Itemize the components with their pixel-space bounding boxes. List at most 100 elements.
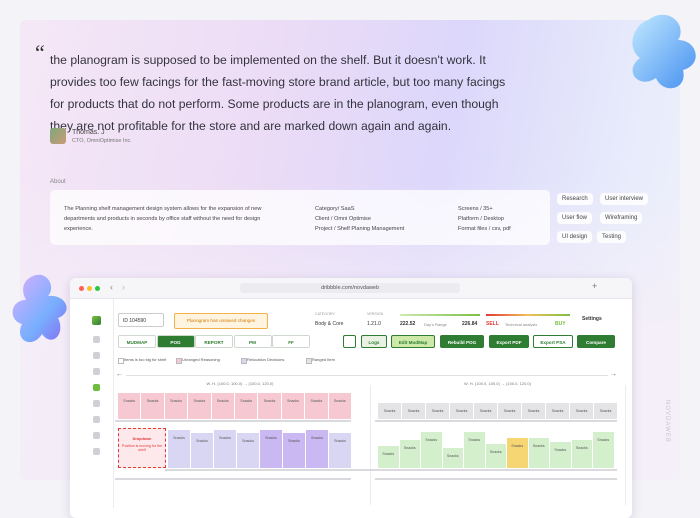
action-button[interactable]: Logs — [361, 335, 387, 348]
analysis-label: Technical analysis — [505, 322, 538, 327]
shelf-item[interactable]: Snacks — [283, 433, 305, 468]
shelf-item[interactable]: Snacks — [464, 432, 485, 468]
action-button[interactable]: Compare — [577, 335, 615, 348]
nav-icon[interactable] — [93, 352, 100, 359]
analysis-bar — [486, 314, 570, 316]
shelf-item[interactable]: Snacks — [188, 393, 211, 419]
window-minimize[interactable] — [87, 286, 92, 291]
shelf-item[interactable]: Snacks — [426, 403, 449, 419]
scroll-arrow[interactable]: → — [610, 371, 617, 378]
nav-icon[interactable] — [93, 432, 100, 439]
shelf-item[interactable]: Snacks — [211, 393, 234, 419]
settings-button[interactable]: Settings — [582, 316, 602, 322]
nav-back[interactable]: ‹ — [110, 282, 113, 292]
tab[interactable]: REPORT — [195, 335, 233, 348]
tag[interactable]: Testing — [597, 231, 627, 243]
shelf-item[interactable]: Snacks — [168, 430, 190, 468]
error-text: Position is moving for the shelf — [121, 444, 163, 452]
scroll-arrow[interactable]: ← — [116, 371, 123, 378]
shelf-item[interactable]: Snacks — [258, 393, 281, 419]
field-label: VERSION — [367, 312, 384, 316]
shelf-item[interactable]: Snacks — [550, 442, 571, 468]
shelf-item[interactable]: Snacks — [191, 433, 213, 468]
shelf-item[interactable]: Snacks — [378, 446, 399, 468]
shelf — [115, 478, 351, 480]
shelf-item[interactable]: Snacks — [214, 430, 236, 468]
shelf-item[interactable]: Snacks — [485, 444, 506, 468]
shelf-item[interactable]: Snacks — [329, 433, 351, 468]
shelf-item[interactable]: Snacks — [522, 403, 545, 419]
shelf-item[interactable]: Snacks — [442, 448, 463, 468]
browser-toolbar: ‹ › dribbble.com/novdaweb + — [70, 278, 632, 299]
tab[interactable]: FF — [272, 335, 310, 348]
action-button[interactable]: Export PSA — [533, 335, 573, 348]
shelf-item[interactable]: Snacks — [546, 403, 569, 419]
shelf-item[interactable]: Snacks — [593, 432, 614, 468]
shelf-item[interactable]: Snacks — [306, 430, 328, 468]
nav-icon[interactable] — [93, 336, 100, 343]
shelf-item[interactable]: Snacks — [260, 430, 282, 468]
action-button[interactable]: Export PDF — [489, 335, 529, 348]
tab[interactable]: PM — [233, 335, 272, 348]
nav-forward[interactable]: › — [122, 282, 125, 292]
section-label: About — [50, 179, 66, 185]
shelf — [375, 478, 617, 480]
dimension-label: W. H. (100.0, 100.0) → (100.0, 120.0) — [464, 381, 531, 386]
shelf-item[interactable]: Snacks — [164, 393, 188, 419]
shelf-item[interactable]: Snacks — [507, 438, 528, 468]
tab[interactable]: POG — [156, 335, 195, 348]
shelf-item[interactable]: Snacks — [421, 432, 442, 468]
shelf-item[interactable]: Snacks — [118, 393, 141, 419]
avatar — [50, 128, 66, 144]
sell-label: SELL — [486, 321, 499, 327]
tab[interactable]: MUDMAP — [118, 335, 156, 348]
legend-swatch — [241, 358, 247, 364]
icon-button[interactable] — [343, 335, 356, 348]
shelf-item[interactable]: Snacks — [570, 403, 593, 419]
logo — [92, 316, 101, 325]
range-high: 226.84 — [462, 321, 478, 327]
tag[interactable]: User interview — [600, 193, 649, 205]
range-bar — [400, 314, 480, 316]
shelf-item[interactable]: Snacks — [571, 440, 592, 468]
tag[interactable]: UI design — [557, 231, 593, 243]
tag[interactable]: User flow — [557, 212, 593, 224]
nav-icon[interactable] — [93, 416, 100, 423]
shelf-item[interactable]: Snacks — [594, 403, 617, 419]
shelf-item[interactable]: Snacks — [378, 403, 401, 419]
about-description: The Planning shelf management design sys… — [64, 206, 262, 232]
shelf-item[interactable]: Snacks — [281, 393, 305, 419]
nav-icon[interactable] — [93, 400, 100, 407]
shelf-item[interactable]: Snacks — [450, 403, 473, 419]
window-close[interactable] — [79, 286, 84, 291]
action-button[interactable]: Rebuild POG — [440, 335, 484, 348]
shelf-item[interactable]: Snacks — [305, 393, 328, 419]
action-button[interactable]: Edit MudMap — [391, 335, 435, 348]
shelf-item[interactable]: Snacks — [474, 403, 497, 419]
nav-icon[interactable] — [93, 368, 100, 375]
shelf-item[interactable]: Snacks — [141, 393, 164, 419]
id-select[interactable]: ID 104590 — [118, 313, 164, 327]
decor-shape — [632, 14, 696, 89]
legend-label: Items is too big for shelf — [124, 357, 167, 362]
shelf-item[interactable]: Snacks — [399, 440, 420, 468]
shelf-item[interactable]: Snacks — [237, 433, 259, 468]
address-bar[interactable]: dribbble.com/novdaweb — [240, 283, 460, 293]
shelf-item[interactable]: Snacks — [328, 393, 351, 419]
shelf-item[interactable]: Snacks — [528, 438, 549, 468]
tag[interactable]: Research — [557, 193, 593, 205]
shelf-item[interactable]: Snacks — [235, 393, 258, 419]
nav-icon[interactable] — [93, 384, 100, 391]
quote-mark: “ — [35, 40, 45, 65]
buy-label: BUY — [555, 321, 566, 327]
tag[interactable]: Wireframing — [600, 212, 643, 224]
about-detail: Platform / Desktop — [458, 216, 505, 222]
nav-icon[interactable] — [93, 448, 100, 455]
shelf-item[interactable]: Snacks — [498, 403, 521, 419]
author-role: CTO, OmniOptimise Inc. — [72, 138, 132, 144]
window-maximize[interactable] — [95, 286, 100, 291]
about-detail: Project / Shelf Planing Management — [315, 226, 405, 232]
range-low: 222.52 — [400, 321, 416, 327]
new-tab[interactable]: + — [592, 281, 598, 291]
shelf-item[interactable]: Snacks — [402, 403, 425, 419]
